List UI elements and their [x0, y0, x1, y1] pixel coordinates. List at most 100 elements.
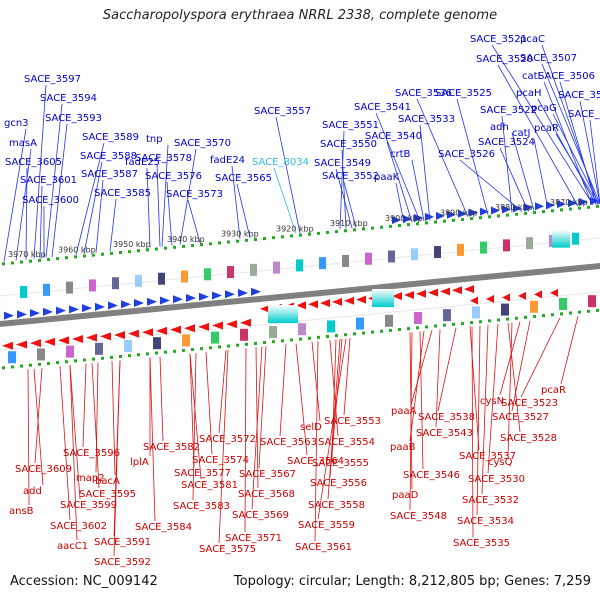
leader-line-forward — [491, 44, 594, 205]
tick-dot-upper — [263, 237, 266, 241]
forward-gene-arrow — [251, 287, 261, 296]
tick-dot-lower — [11, 365, 14, 369]
leader-line-forward — [341, 149, 347, 229]
tick-dot-lower — [128, 354, 131, 358]
scale-label: 3870 kbp — [550, 198, 588, 207]
leader-line-reverse — [205, 352, 213, 455]
gene-label-reverse: paaA — [391, 406, 417, 417]
gene-label-forward: SACE_3521 — [470, 34, 527, 45]
tick-dot-upper — [308, 232, 311, 236]
tick-dot-lower — [65, 360, 68, 364]
leader-line-reverse — [218, 349, 229, 544]
forward-gene-arrow — [502, 205, 511, 214]
gene-label-forward: SACE_3540 — [365, 131, 422, 142]
gene-label-forward: SACE_3597 — [24, 74, 81, 85]
leader-line-reverse — [476, 325, 481, 516]
tick-dot-lower — [272, 340, 275, 344]
feature-block-reverse — [182, 334, 190, 347]
gene-label-forward: pcaC — [520, 34, 545, 45]
leader-line-forward — [45, 103, 63, 258]
reverse-gene-arrow — [440, 287, 450, 296]
forward-gene-arrow — [491, 206, 500, 215]
tick-dot-upper — [218, 241, 221, 245]
leader-line-forward — [589, 119, 600, 205]
leader-line-reverse — [159, 356, 164, 442]
gene-label-forward: SACE_3585 — [94, 188, 151, 199]
tick-dot-upper — [407, 223, 410, 227]
reverse-gene-arrow — [320, 299, 330, 308]
leader-line-forward — [343, 181, 357, 228]
tick-dot-lower — [362, 331, 365, 335]
gene-label-forward: adh — [490, 122, 509, 133]
gene-label-forward: SACE_3576 — [145, 171, 202, 182]
reverse-gene-arrow — [502, 293, 510, 302]
leader-line-reverse — [34, 367, 43, 464]
label-leader-lines — [3, 44, 600, 557]
leader-line-forward — [511, 132, 535, 211]
tick-dot-lower — [254, 341, 257, 345]
gene-label-forward: SACE_3587 — [81, 169, 138, 180]
gene-label-reverse: SACE_3568 — [238, 489, 295, 500]
forward-gene-arrow — [43, 307, 53, 316]
leader-line-forward — [375, 112, 421, 222]
gene-label-reverse: pcaR — [541, 385, 566, 396]
tick-dot-lower — [290, 338, 293, 342]
tick-dot-lower — [524, 315, 527, 319]
reverse-gene-arrow — [308, 300, 318, 309]
gene-label-reverse: SACE_3599 — [60, 500, 117, 511]
feature-block-forward — [273, 261, 280, 274]
gene-label-reverse: SACE_3532 — [462, 495, 519, 506]
tick-dot-lower — [200, 347, 203, 351]
leader-line-reverse — [507, 322, 521, 433]
gene-label-forward: SACE_3557 — [254, 106, 311, 117]
leader-line-forward — [275, 116, 301, 234]
gene-label-reverse: SACE_3561 — [295, 542, 352, 553]
tick-dot-upper — [506, 213, 509, 217]
tick-dot-upper — [335, 230, 338, 234]
gene-label-reverse: SACE_3582 — [143, 442, 200, 453]
tick-dot-upper — [587, 205, 590, 209]
forward-gene-arrow — [17, 310, 27, 319]
scale-label: 3930 kbp — [221, 230, 259, 239]
forward-gene-arrow — [134, 299, 144, 308]
gene-label-reverse: SACE_3527 — [492, 412, 549, 423]
gene-label-reverse: SACE_3581 — [181, 480, 238, 491]
leader-line-forward — [83, 161, 103, 254]
gene-label-forward: pcaR — [534, 123, 559, 134]
feature-block-forward — [457, 243, 464, 256]
tick-dot-upper — [380, 225, 383, 229]
tick-dot-upper — [497, 214, 500, 218]
tick-dot-lower — [119, 354, 122, 358]
reverse-gene-arrow — [142, 328, 153, 337]
scale-ticks — [2, 204, 599, 370]
tick-dot-lower — [542, 314, 545, 318]
tick-dot-lower — [335, 334, 338, 338]
forward-gene-arrow — [199, 292, 209, 301]
feature-block-reverse — [327, 320, 335, 333]
forward-gene-arrow — [238, 288, 248, 297]
gene-label-reverse: SACE_3596 — [63, 448, 120, 459]
leader-line-forward — [579, 100, 600, 205]
gene-label-forward: SACE_3520 — [476, 54, 533, 65]
tick-dot-lower — [371, 330, 374, 334]
leader-line-reverse — [409, 332, 413, 511]
forward-gene-arrow — [535, 202, 544, 211]
leader-line-forward — [25, 167, 28, 260]
gene-label-forward: SACE_3589 — [82, 132, 139, 143]
leader-line-reverse — [410, 330, 433, 406]
gene-label-reverse: SACE_3591 — [94, 537, 151, 548]
leader-line-forward — [146, 167, 151, 248]
tick-dot-upper — [434, 220, 437, 224]
reverse-gene-arrow — [392, 292, 402, 301]
gene-label-reverse: SACE_3534 — [457, 516, 514, 527]
feature-block-forward — [227, 266, 234, 279]
feature-tracks — [2, 196, 599, 364]
reverse-gene-arrow — [72, 335, 83, 344]
gene-label-forward: catJ — [512, 128, 531, 139]
reverse-gene-arrow — [332, 297, 342, 306]
forward-gene-arrow — [4, 311, 14, 320]
gene-label-forward: gcn3 — [4, 118, 29, 129]
tick-dot-lower — [110, 355, 113, 359]
reverse-gene-arrow — [296, 301, 306, 310]
gene-label-forward: pcaG — [531, 103, 557, 114]
